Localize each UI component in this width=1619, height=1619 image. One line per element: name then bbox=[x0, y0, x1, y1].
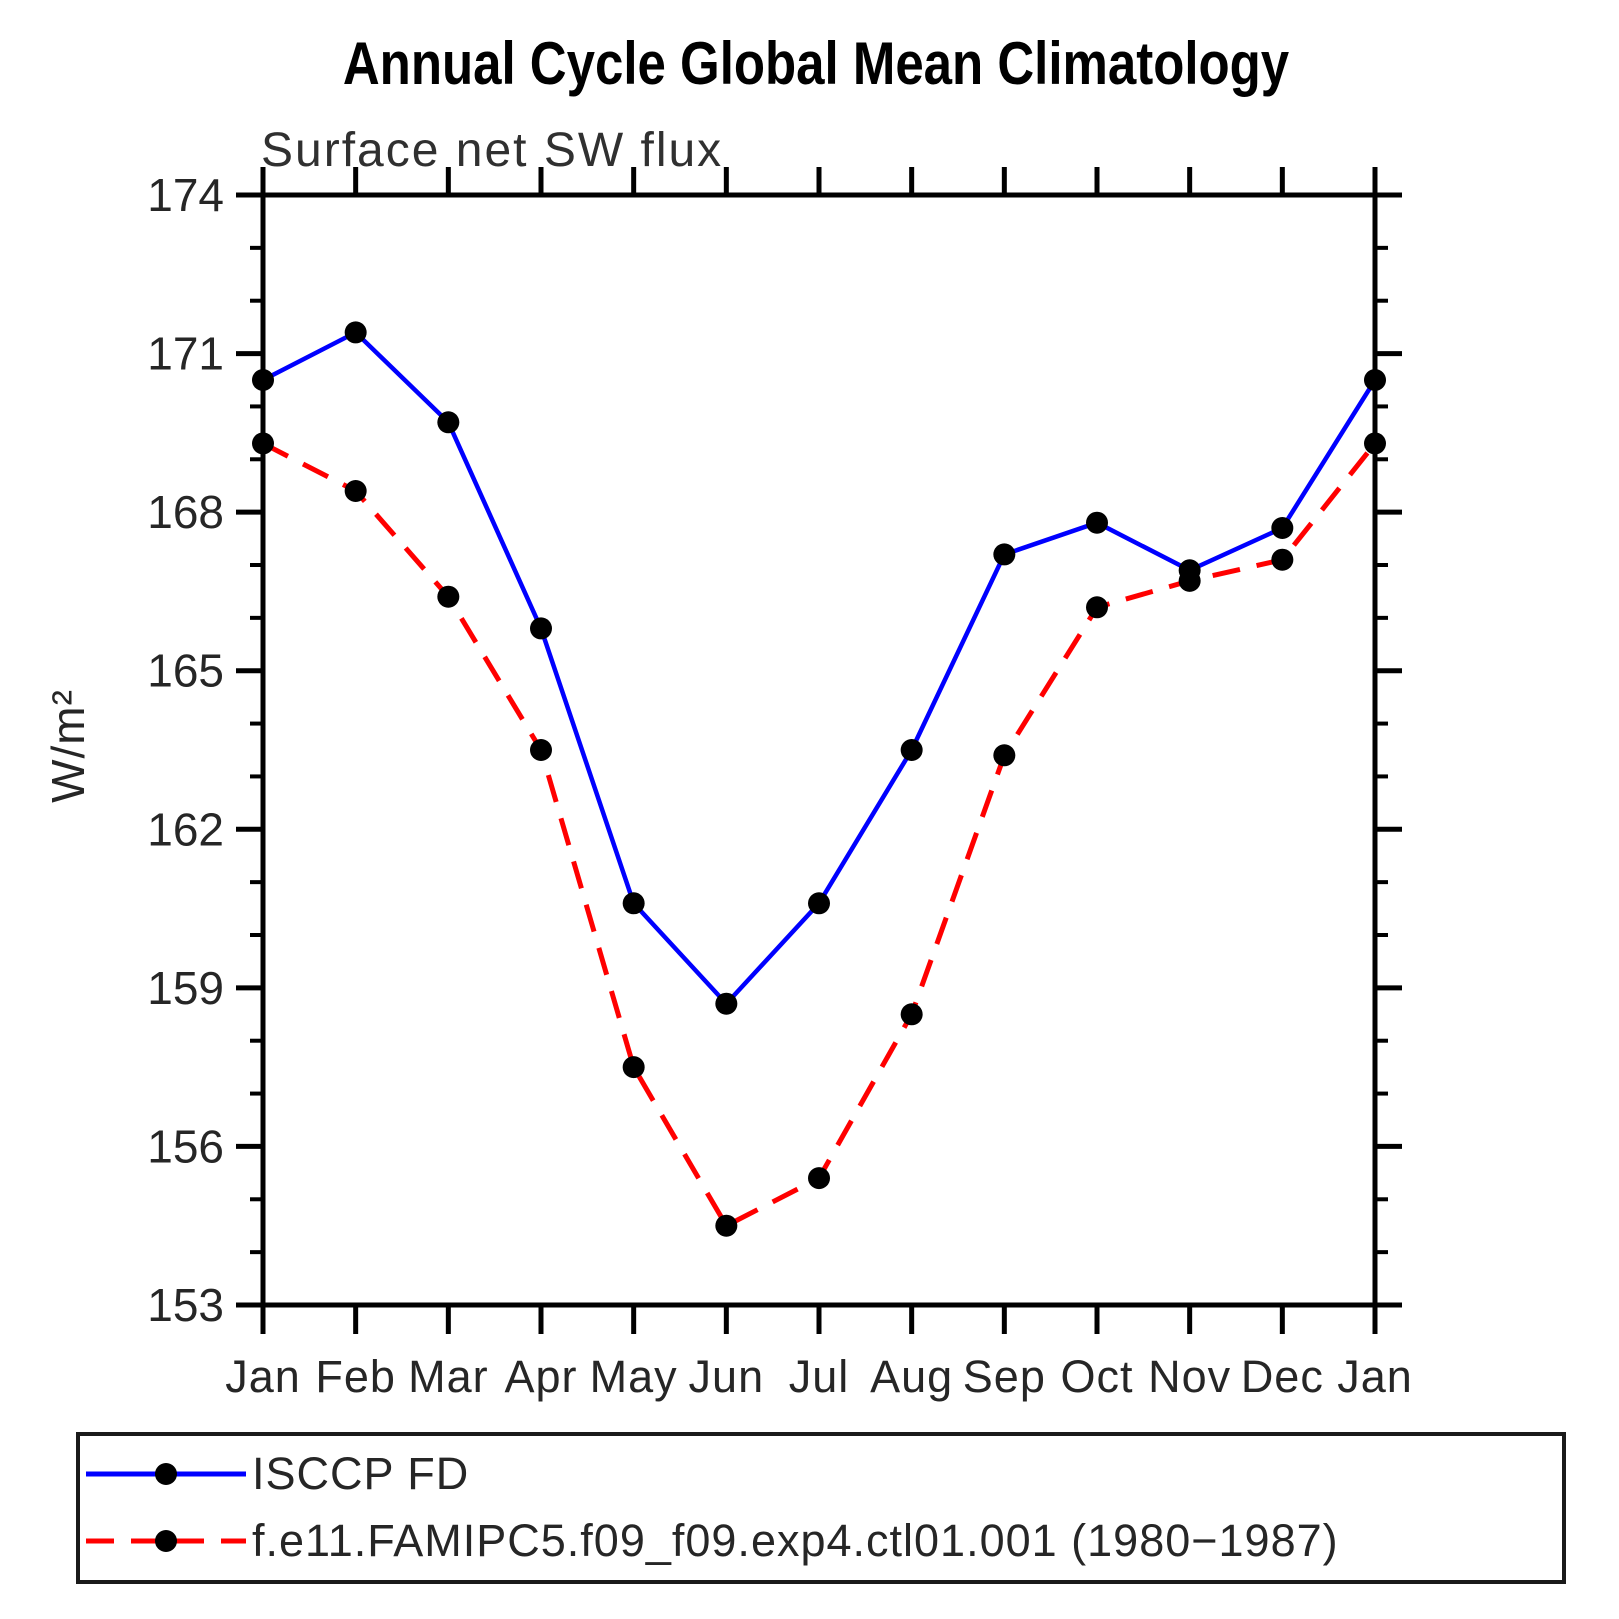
data-point-marker bbox=[1178, 569, 1201, 592]
data-point-marker bbox=[344, 321, 367, 344]
data-point-marker bbox=[530, 739, 552, 761]
y-tick-label: 168 bbox=[147, 486, 224, 538]
chart-title: Annual Cycle Global Mean Climatology bbox=[343, 30, 1289, 97]
x-tick-label: May bbox=[590, 1351, 678, 1402]
x-tick-label: Aug bbox=[870, 1351, 953, 1402]
x-tick-label: Jun bbox=[689, 1351, 765, 1402]
y-tick-label: 165 bbox=[147, 645, 224, 697]
legend-box bbox=[76, 1432, 1566, 1584]
plot-frame bbox=[260, 192, 1378, 1308]
y-tick-label: 159 bbox=[147, 962, 224, 1014]
data-point-marker bbox=[900, 1003, 923, 1026]
data-point-marker bbox=[1271, 517, 1294, 539]
x-tick-label: Jan bbox=[225, 1351, 301, 1402]
y-tick-label: 156 bbox=[147, 1120, 224, 1172]
x-tick-label: Feb bbox=[315, 1351, 396, 1402]
data-series bbox=[252, 321, 1386, 1237]
data-point-marker bbox=[530, 617, 552, 640]
data-point-marker bbox=[808, 1167, 830, 1190]
legend-marker-model-run bbox=[155, 1530, 177, 1552]
data-point-marker bbox=[1086, 596, 1108, 619]
x-tick-label: Sep bbox=[963, 1351, 1046, 1402]
x-tick-label: Jan bbox=[1337, 1351, 1413, 1402]
data-point-marker bbox=[808, 892, 830, 915]
legend-label-isccp-fd: ISCCP FD bbox=[252, 1448, 469, 1499]
y-tick-label: 171 bbox=[147, 328, 224, 380]
data-point-marker bbox=[622, 892, 645, 915]
y-tick-label: 153 bbox=[147, 1279, 224, 1331]
legend-marker-isccp-fd bbox=[155, 1463, 177, 1485]
x-tick-label: Dec bbox=[1241, 1351, 1324, 1402]
y-tick-label: 162 bbox=[147, 803, 224, 855]
legend-label-model-run: f.e11.FAMIPC5.f09_f09.exp4.ctl01.001 (19… bbox=[252, 1515, 1339, 1566]
data-point-marker bbox=[252, 369, 274, 391]
x-tick-label: Apr bbox=[504, 1351, 577, 1402]
x-tick-label: Mar bbox=[408, 1351, 489, 1402]
data-point-marker bbox=[715, 1214, 738, 1237]
data-point-marker bbox=[1086, 511, 1108, 534]
data-point-marker bbox=[1364, 432, 1386, 455]
data-point-marker bbox=[437, 585, 460, 608]
x-tick-label: Nov bbox=[1148, 1351, 1231, 1402]
x-tick-label: Oct bbox=[1060, 1351, 1133, 1402]
y-axis-label: W/m² bbox=[42, 689, 94, 803]
y-tick-label: 174 bbox=[147, 169, 224, 221]
data-point-marker bbox=[715, 992, 738, 1015]
data-point-marker bbox=[993, 543, 1016, 566]
data-point-marker bbox=[900, 739, 923, 761]
data-point-marker bbox=[344, 480, 367, 502]
data-point-marker bbox=[437, 411, 460, 434]
data-point-marker bbox=[252, 432, 274, 455]
data-point-marker bbox=[1364, 369, 1386, 391]
data-point-marker bbox=[1271, 548, 1294, 571]
x-tick-label: Jul bbox=[789, 1351, 850, 1402]
data-point-marker bbox=[993, 744, 1016, 767]
legend: ISCCP FD f.e11.FAMIPC5.f09_f09.exp4.ctl0… bbox=[76, 1432, 1566, 1584]
chart-subtitle: Surface net SW flux bbox=[261, 124, 723, 177]
data-point-marker bbox=[622, 1056, 645, 1079]
